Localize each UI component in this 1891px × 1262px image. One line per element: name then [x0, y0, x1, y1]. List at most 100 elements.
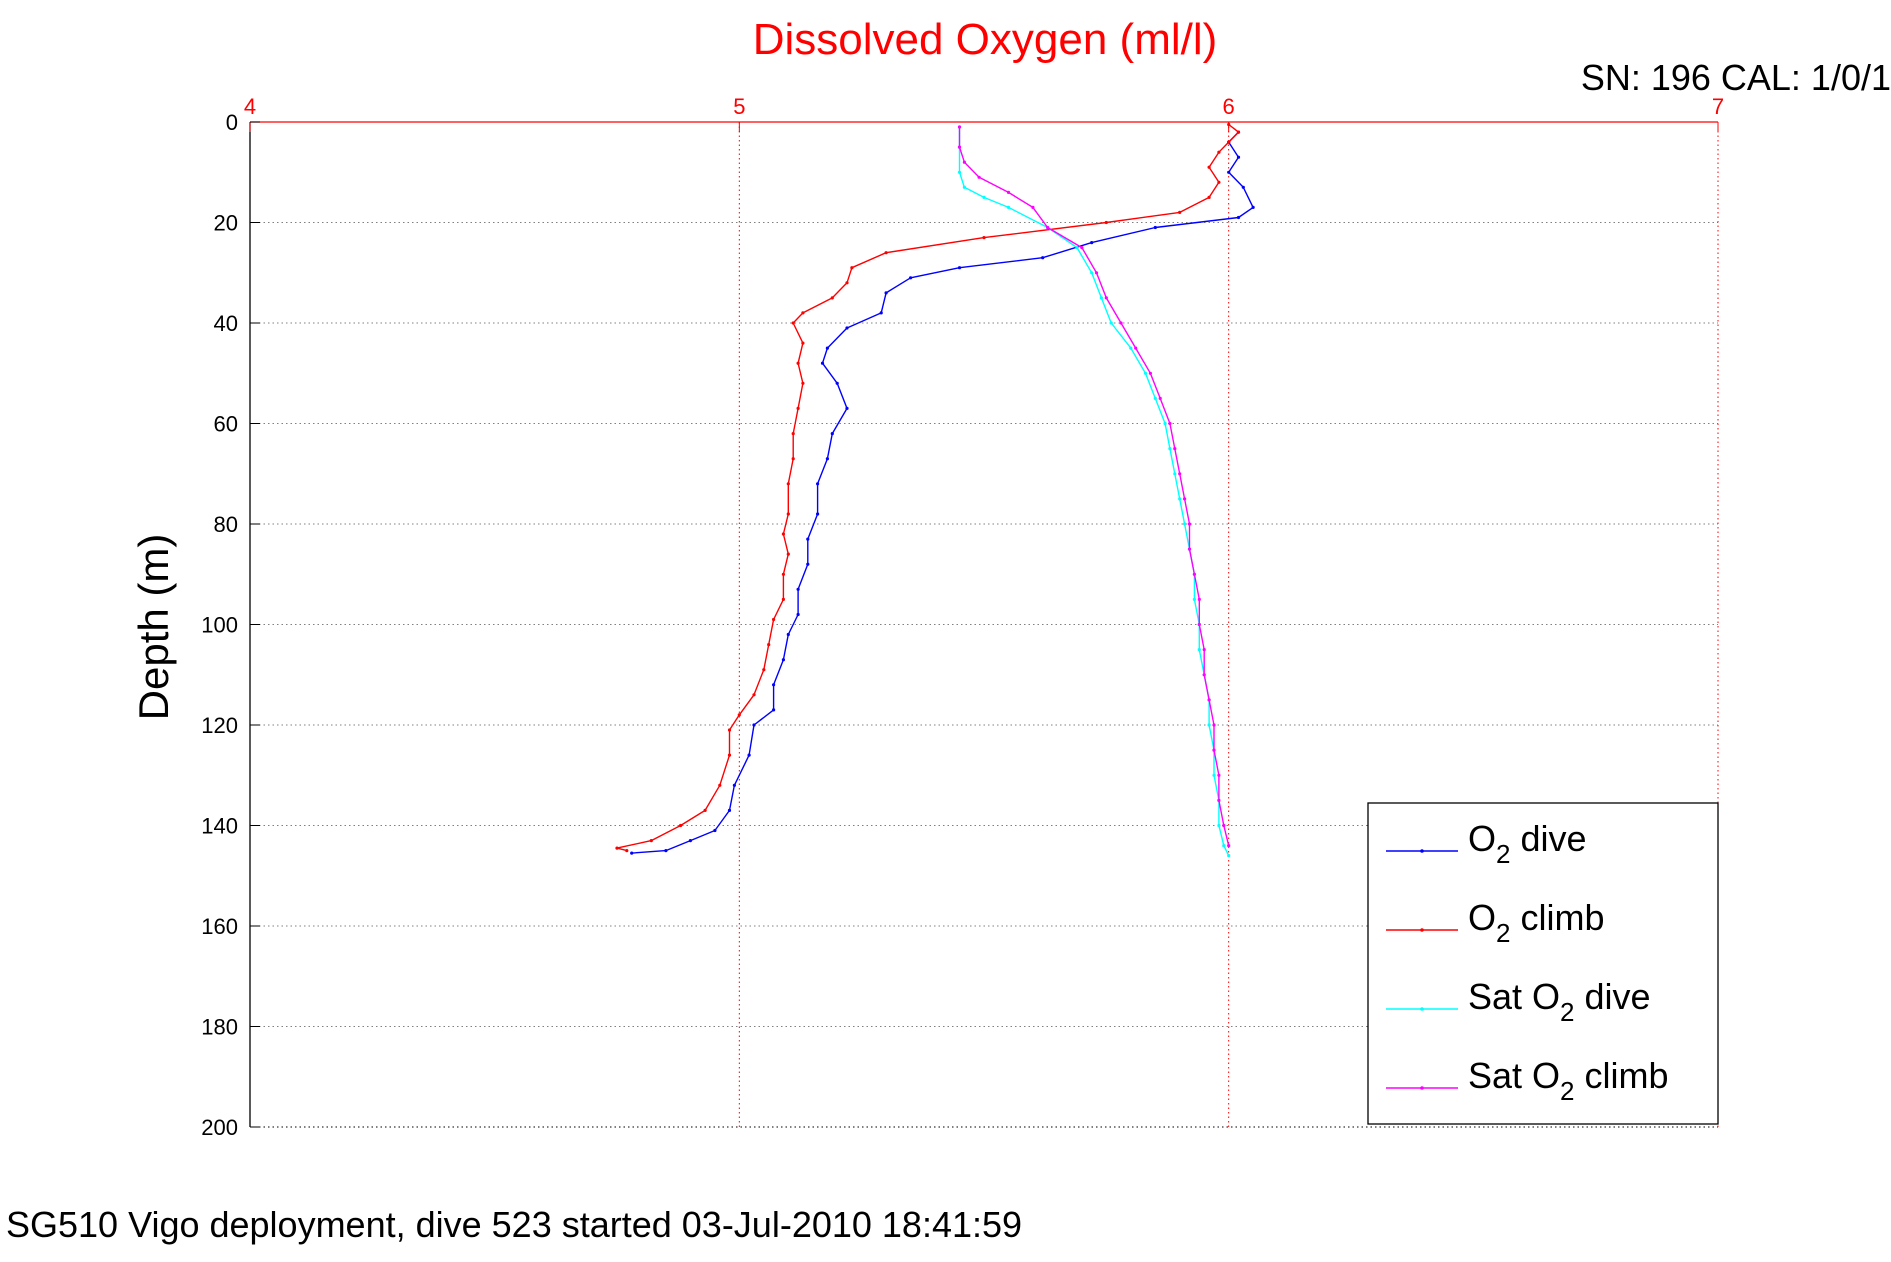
data-point-sat-o2-dive [1099, 296, 1103, 300]
data-point-sat-o2-climb [1197, 622, 1201, 627]
chart-title: Dissolved Oxygen (ml/l) [753, 15, 1218, 64]
legend-marker-o2-climb [1420, 928, 1424, 932]
data-point-o2-dive [820, 361, 825, 365]
data-point-o2-dive [772, 683, 776, 687]
legend-marker-o2-dive [1420, 849, 1424, 853]
data-point-o2-climb [1104, 220, 1108, 225]
data-point-sat-o2-dive [1222, 844, 1226, 848]
data-point-sat-o2-dive [1173, 472, 1177, 476]
data-point-sat-o2-dive [1178, 497, 1182, 501]
data-point-sat-o2-climb [1217, 773, 1221, 777]
y-tick-label: 140 [201, 814, 238, 839]
data-point-sat-o2-dive [1183, 522, 1187, 526]
legend: O2 dive O2 climb Sat O2 dive Sat O2 climb [1367, 802, 1719, 1125]
data-point-o2-climb [1227, 140, 1231, 144]
data-point-sat-o2-climb [1006, 190, 1011, 194]
data-point-sat-o2-climb [1207, 698, 1211, 702]
data-point-sat-o2-climb [1212, 723, 1216, 727]
legend-marker-sat-o2-climb [1420, 1086, 1424, 1090]
x-tick-label: 4 [244, 94, 256, 119]
data-point-o2-climb [752, 693, 756, 697]
data-point-o2-dive [796, 612, 800, 617]
data-point-o2-dive [664, 849, 668, 853]
data-point-sat-o2-dive [1143, 371, 1148, 375]
data-point-sat-o2-climb [1202, 673, 1206, 677]
data-point-sat-o2-climb [1183, 497, 1187, 501]
axes: 4 5 6 7 0 20 40 60 80 100 120 140 160 180 200 [201, 94, 1724, 1140]
data-point-o2-dive [786, 632, 790, 637]
data-point-sat-o2-dive [1212, 773, 1216, 777]
data-point-o2-dive [727, 808, 732, 813]
data-point-sat-o2-climb [1158, 396, 1162, 400]
data-point-o2-climb [1227, 122, 1231, 127]
y-tick-label: 0 [226, 110, 238, 135]
data-point-sat-o2-dive [957, 170, 962, 174]
data-point-sat-o2-dive [982, 195, 986, 199]
data-point-o2-dive [732, 783, 737, 787]
data-point-o2-dive [816, 512, 820, 516]
legend-marker-sat-o2-dive [1420, 1007, 1424, 1011]
data-point-sat-o2-dive [962, 185, 967, 189]
data-point-sat-o2-climb [1187, 522, 1192, 526]
data-point-o2-climb [625, 849, 629, 853]
data-point-sat-o2-climb [1222, 823, 1226, 828]
data-point-o2-climb [781, 532, 786, 536]
data-point-o2-climb [791, 457, 795, 461]
data-point-sat-o2-climb [1192, 572, 1196, 576]
data-point-o2-dive [957, 266, 962, 270]
data-point-o2-climb [801, 381, 805, 385]
data-point-o2-climb [1217, 150, 1221, 154]
data-point-sat-o2-climb [1031, 205, 1035, 209]
footer-caption: SG510 Vigo deployment, dive 523 started … [6, 1204, 1022, 1245]
data-point-o2-climb [649, 839, 653, 843]
data-point-o2-dive [806, 537, 810, 541]
data-point-o2-dive [713, 828, 717, 833]
data-point-o2-climb [1178, 210, 1182, 214]
data-point-sat-o2-dive [1197, 648, 1201, 652]
data-point-o2-dive [825, 346, 830, 350]
y-axis-label: Depth (m) [130, 534, 177, 721]
data-point-o2-dive [909, 276, 913, 280]
data-point-sat-o2-climb [1119, 321, 1123, 325]
y-tick-label: 40 [214, 311, 238, 336]
data-point-o2-dive [1236, 215, 1241, 220]
data-point-o2-dive [806, 562, 810, 566]
data-point-o2-dive [845, 406, 849, 410]
y-tick-label: 200 [201, 1115, 238, 1140]
data-point-o2-dive [688, 839, 693, 843]
series-line-sat-o2-climb [958, 127, 1230, 846]
data-point-o2-climb [830, 296, 834, 300]
data-point-o2-climb [1207, 195, 1211, 199]
data-point-o2-dive [835, 381, 839, 385]
data-point-sat-o2-climb [1080, 246, 1084, 250]
data-point-sat-o2-climb [957, 125, 962, 129]
data-point-sat-o2-climb [1178, 472, 1182, 476]
x-tick-label: 5 [733, 94, 745, 119]
data-point-o2-climb [1217, 180, 1221, 184]
data-point-o2-dive [830, 432, 834, 436]
x-tick-label: 6 [1223, 94, 1235, 119]
data-point-o2-dive [747, 753, 751, 757]
data-point-o2-climb [796, 361, 800, 365]
legend-box [1367, 802, 1719, 1125]
data-point-o2-dive [1251, 205, 1255, 209]
y-tick-label: 60 [214, 412, 238, 437]
data-point-o2-climb [615, 846, 619, 850]
data-point-o2-dive [752, 723, 756, 727]
data-point-o2-dive [879, 311, 883, 315]
data-point-sat-o2-dive [1129, 346, 1133, 350]
data-point-o2-dive [884, 291, 888, 295]
data-point-o2-dive [796, 587, 800, 591]
data-point-o2-climb [772, 617, 776, 622]
chart-subtitle: SN: 196 CAL: 1/0/1 [1581, 57, 1891, 98]
data-point-o2-climb [762, 668, 766, 672]
data-point-o2-climb [737, 713, 741, 717]
data-point-o2-dive [772, 708, 776, 712]
data-point-sat-o2-climb [1046, 225, 1050, 230]
series-line-o2-climb [616, 123, 1240, 852]
data-point-sat-o2-climb [957, 145, 962, 149]
data-point-o2-climb [703, 808, 707, 813]
data-point-sat-o2-dive [1192, 597, 1196, 602]
data-point-o2-climb [982, 236, 986, 240]
